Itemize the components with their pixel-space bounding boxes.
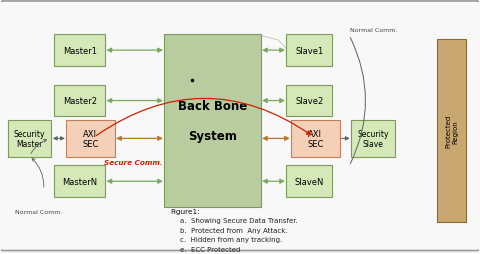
Text: Normal Comm.: Normal Comm. <box>15 209 62 214</box>
FancyBboxPatch shape <box>437 40 467 223</box>
FancyBboxPatch shape <box>164 35 261 207</box>
Text: Master1: Master1 <box>63 46 96 55</box>
Text: Security
Slave: Security Slave <box>357 129 389 149</box>
Text: Secure Comm.: Secure Comm. <box>104 159 162 165</box>
Text: Back Bone

System: Back Bone System <box>178 100 247 143</box>
Text: AXI
SEC: AXI SEC <box>307 129 324 149</box>
Text: b.  Protected from  Any Attack.: b. Protected from Any Attack. <box>180 227 288 233</box>
FancyBboxPatch shape <box>54 35 105 67</box>
Text: Normal Comm.: Normal Comm. <box>350 28 397 33</box>
FancyBboxPatch shape <box>351 120 395 157</box>
Text: e.  ECC Protected: e. ECC Protected <box>180 246 240 252</box>
FancyBboxPatch shape <box>54 166 105 197</box>
FancyBboxPatch shape <box>8 120 51 157</box>
FancyBboxPatch shape <box>291 120 339 157</box>
Text: Slave1: Slave1 <box>295 46 324 55</box>
Text: a.  Showing Secure Data Transfer.: a. Showing Secure Data Transfer. <box>180 217 298 224</box>
Text: Master2: Master2 <box>63 97 96 106</box>
FancyBboxPatch shape <box>54 85 105 117</box>
FancyBboxPatch shape <box>287 166 332 197</box>
Text: Protected
Region: Protected Region <box>445 115 458 148</box>
Text: MasterN: MasterN <box>62 177 97 186</box>
Text: Security
Master: Security Master <box>14 129 46 149</box>
FancyBboxPatch shape <box>66 120 115 157</box>
Text: SlaveN: SlaveN <box>295 177 324 186</box>
FancyBboxPatch shape <box>287 85 332 117</box>
Text: AXI
SEC: AXI SEC <box>82 129 98 149</box>
Text: Figure1:: Figure1: <box>170 208 200 214</box>
FancyBboxPatch shape <box>287 35 332 67</box>
Text: c.  Hidden from any tracking.: c. Hidden from any tracking. <box>180 236 282 243</box>
Text: Slave2: Slave2 <box>295 97 324 106</box>
